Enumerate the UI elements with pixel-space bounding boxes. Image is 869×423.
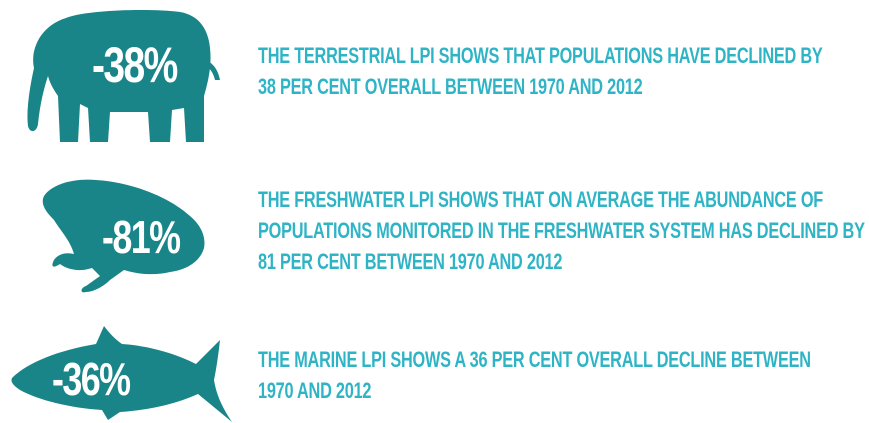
freshwater-percent: -81% (102, 211, 181, 263)
terrestrial-percent: -38% (92, 37, 178, 93)
description-line: 1970 AND 2012 (258, 378, 372, 403)
description-line: 81 PER CENT BETWEEN 1970 AND 2012 (258, 249, 563, 274)
description-line: THE FRESHWATER LPI SHOWS THAT ON AVERAGE… (258, 187, 823, 212)
marine-percent: -36% (52, 353, 131, 405)
freshwater-row: -81% THE FRESHWATER LPI SHOWS THAT ON AV… (0, 160, 869, 300)
description-line: THE MARINE LPI SHOWS A 36 PER CENT OVERA… (258, 347, 811, 372)
description-line: POPULATIONS MONITORED IN THE FRESHWATER … (258, 218, 865, 243)
marine-description: THE MARINE LPI SHOWS A 36 PER CENT OVERA… (258, 344, 811, 406)
freshwater-description: THE FRESHWATER LPI SHOWS THAT ON AVERAGE… (258, 184, 865, 277)
marine-row: -36% THE MARINE LPI SHOWS A 36 PER CENT … (0, 300, 869, 423)
terrestrial-row: -38% THE TERRESTRIAL LPI SHOWS THAT POPU… (0, 0, 869, 160)
frog-icon (0, 160, 230, 300)
terrestrial-description: THE TERRESTRIAL LPI SHOWS THAT POPULATIO… (258, 40, 823, 102)
fish-icon (0, 300, 250, 423)
elephant-icon (0, 0, 230, 160)
description-line: 38 PER CENT OVERALL BETWEEN 1970 AND 201… (258, 74, 643, 99)
description-line: THE TERRESTRIAL LPI SHOWS THAT POPULATIO… (258, 43, 823, 68)
